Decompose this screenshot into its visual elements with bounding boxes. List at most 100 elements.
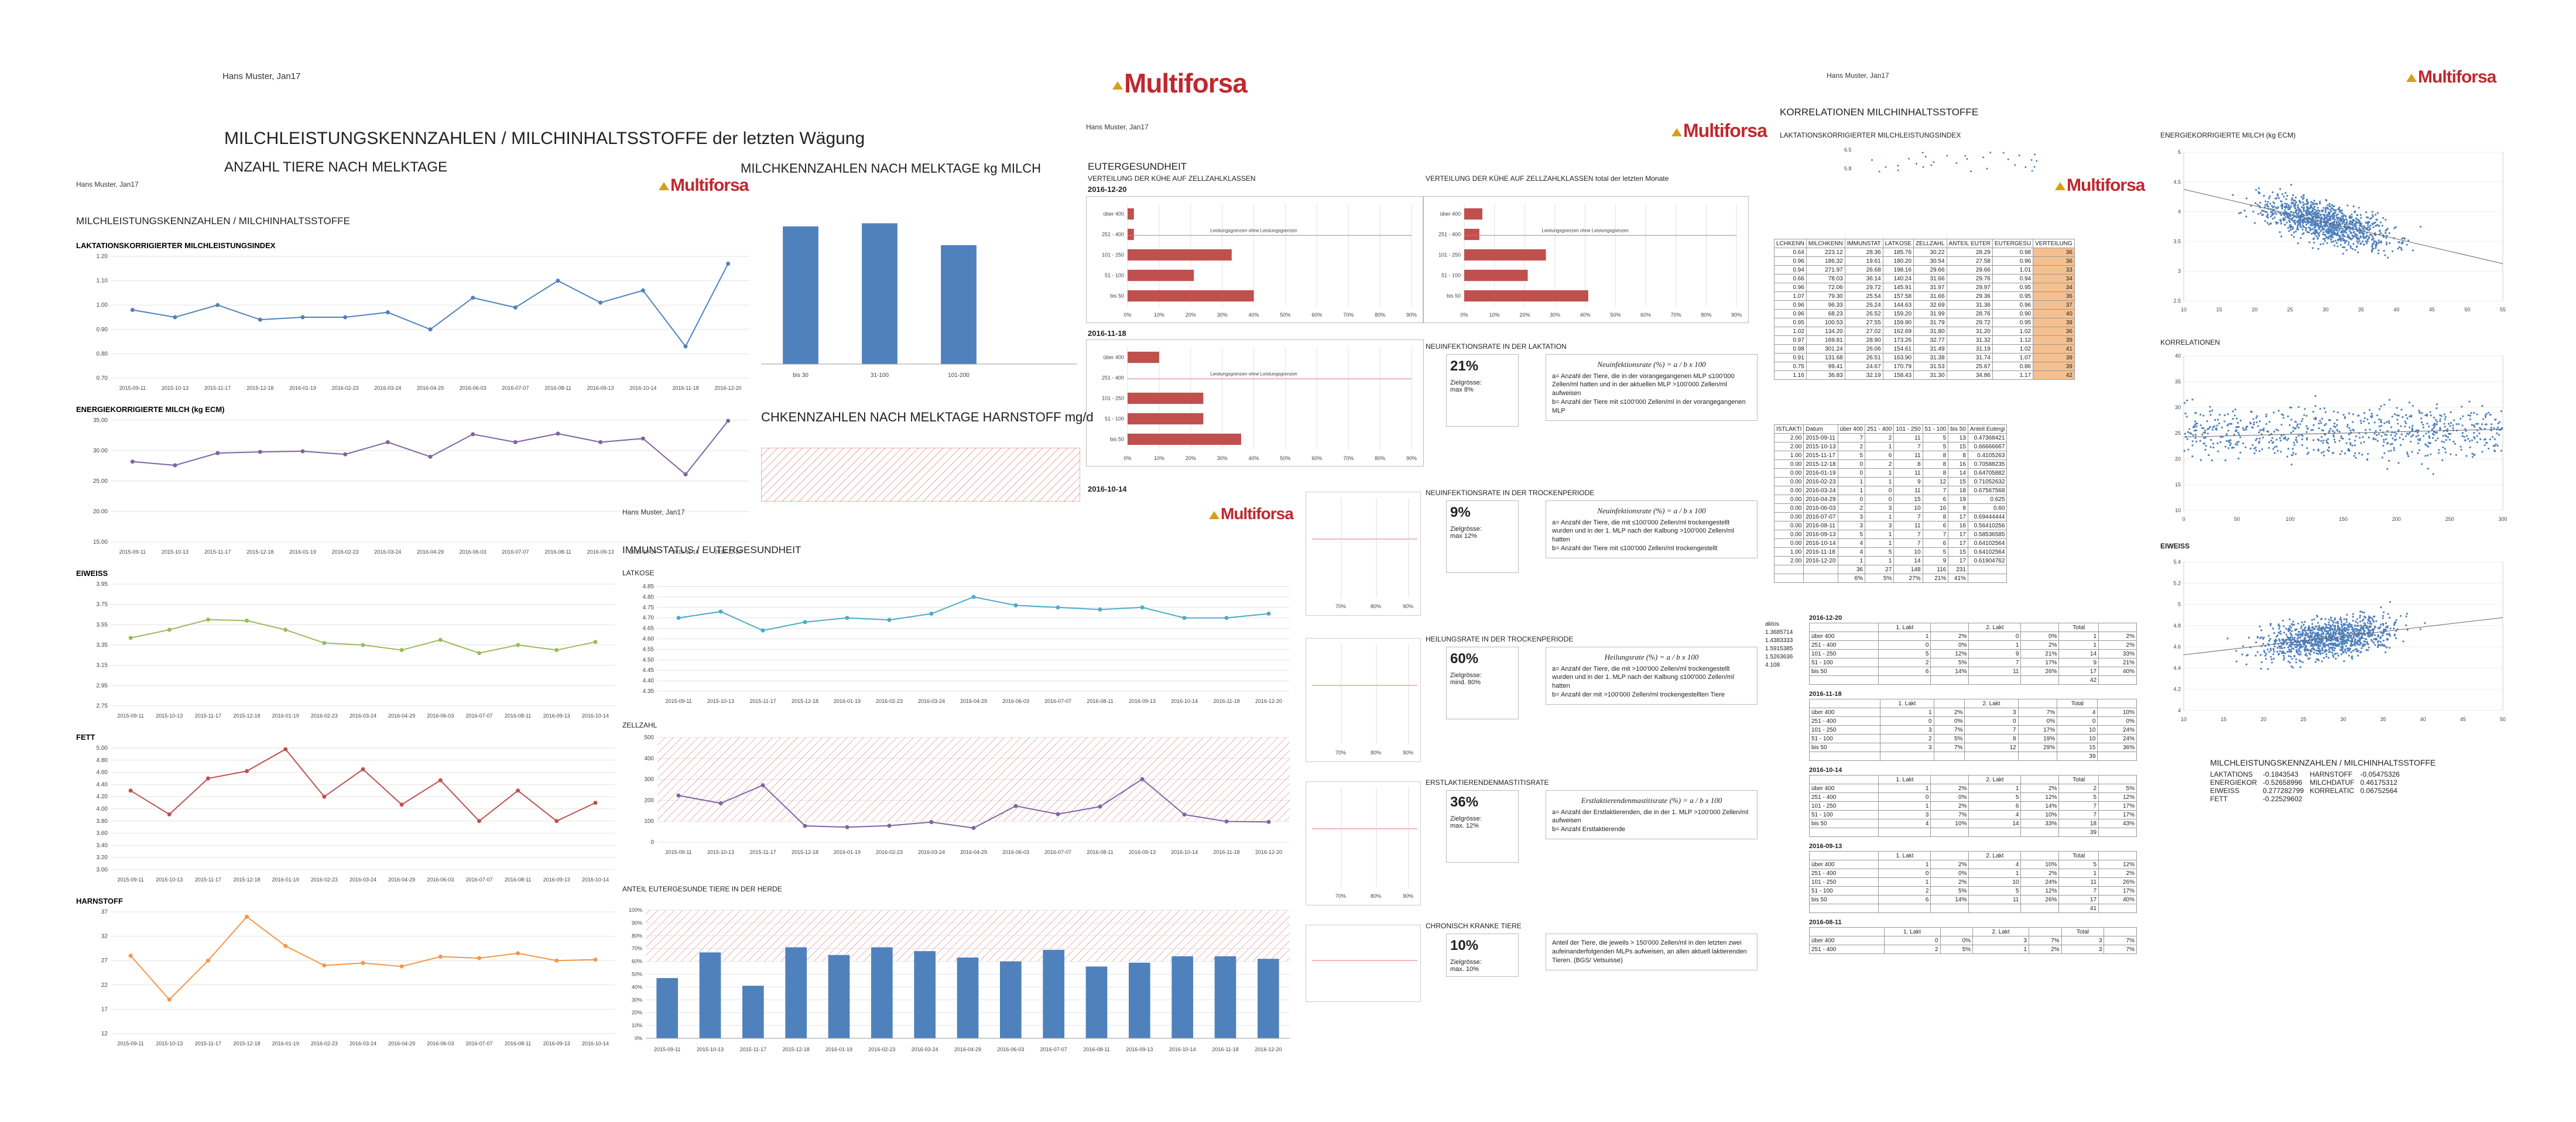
- table-cell: [2017, 752, 2058, 761]
- x-tick-label: 10%: [1154, 312, 1164, 318]
- lakt-block-date: 2016-11-18: [1809, 691, 1842, 698]
- scatter-point: [2355, 236, 2358, 239]
- scatter-point: [2255, 439, 2257, 441]
- y-tick-label: 3: [2178, 268, 2181, 274]
- table-cell: 51 - 100: [1808, 734, 1881, 743]
- scatter-point: [2347, 234, 2349, 236]
- scatter-point: [2296, 226, 2299, 228]
- scatter-point: [2345, 442, 2348, 444]
- scatter-point: [2485, 413, 2488, 415]
- x-tick-label: 2016-02-23: [876, 849, 903, 855]
- scatter-point: [2342, 238, 2344, 240]
- scatter-point: [2361, 647, 2363, 650]
- scatter-point: [2291, 624, 2294, 626]
- scatter-point: [2471, 439, 2474, 441]
- scatter-point: [2334, 637, 2337, 639]
- scatter-point: [2334, 626, 2337, 628]
- x-tick-label: 40%: [1249, 312, 1259, 318]
- scatter-point: [2306, 447, 2308, 450]
- x-tick-label: 2016-11-18: [672, 549, 698, 555]
- scatter-point: [2417, 429, 2420, 431]
- table-cell: 29.66: [1946, 265, 1993, 275]
- scatter-point: [2280, 200, 2283, 203]
- table-cell: 10: [1968, 877, 2022, 887]
- scatter-point: [2274, 221, 2277, 224]
- table-cell: 25.54: [1844, 291, 1883, 301]
- column-header: [2017, 699, 2058, 708]
- scatter-point: [2296, 649, 2298, 651]
- table-cell: 0.64102564: [1967, 538, 2008, 548]
- scatter-point: [2346, 613, 2348, 616]
- table-cell: 34.86: [1946, 370, 1993, 380]
- kpi-formula-box: Anteil der Tiere, die jeweils > 150'000 …: [1546, 934, 1758, 970]
- scatter-point: [2397, 414, 2400, 417]
- scatter-point: [2320, 440, 2322, 442]
- scatter-point: [2253, 421, 2255, 424]
- table-cell: 1: [1878, 877, 1931, 887]
- scatter-point: [2255, 641, 2258, 644]
- scatter-point: [2286, 203, 2289, 205]
- zellklassen-bar-chart-2: 0% 10% 20% 30% 40% 50% 60% 70% 80% 90%über 400251…: [1102, 347, 1417, 461]
- scatter-point: [2327, 218, 2330, 220]
- scatter-point: [2264, 220, 2266, 222]
- scatter-point: [2369, 620, 2372, 623]
- table-cell: 0.69444444: [1967, 512, 2008, 521]
- scatter-point: [2406, 243, 2408, 246]
- scatter-point: [2358, 220, 2361, 222]
- scatter-point: [2321, 229, 2323, 231]
- scatter-point: [2379, 221, 2382, 224]
- lakt-block-table: 1. Lakt 2. Lakt Total über 400 1 2% 0 0% 1 2% 251 …: [1808, 623, 2137, 685]
- scatter-point: [2351, 444, 2354, 447]
- scatter-point: [2268, 197, 2270, 200]
- svg-text:80%: 80%: [1371, 603, 1381, 609]
- table-cell: 170.79: [1882, 362, 1914, 371]
- scatter-point: [2268, 421, 2271, 423]
- data-point: [554, 819, 559, 824]
- column-header: Datum: [1803, 424, 1838, 434]
- table-row: bis 50 6 14% 11 26% 17 40%: [1808, 895, 2137, 904]
- scatter-point: [2389, 627, 2392, 630]
- scatter-point: [2378, 426, 2380, 428]
- scatter-point: [2194, 412, 2197, 414]
- scatter-point: [2232, 410, 2234, 413]
- scatter-point: [2349, 626, 2351, 628]
- scatter-point: [2320, 216, 2322, 218]
- x-tick-label: 2016-12-20: [1255, 698, 1282, 704]
- data-point: [245, 914, 249, 919]
- scatter-point: [2351, 656, 2353, 658]
- total-row: 41: [1808, 904, 2137, 913]
- scatter-point: [2321, 226, 2324, 228]
- scatter-point: [2381, 644, 2383, 647]
- scatter-point: [2322, 643, 2325, 646]
- scatter-point: [2282, 193, 2284, 195]
- x-tick-label: 2016-12-20: [715, 385, 742, 391]
- y-tick-label: 4.45: [643, 667, 655, 674]
- scatter-point: [2386, 234, 2388, 237]
- scatter-point: [2287, 437, 2290, 440]
- scatter-point: [2371, 217, 2373, 219]
- table-cell: 17%: [2020, 658, 2060, 667]
- scatter-point: [2318, 422, 2320, 425]
- scatter-point: [2256, 437, 2258, 440]
- scatter-point: [2303, 221, 2306, 223]
- scatter-point: [2298, 427, 2300, 429]
- scatter-point: [2286, 455, 2289, 458]
- scatter-point: [2256, 651, 2259, 653]
- scatter-point: [1921, 152, 1924, 154]
- scatter-point: [2420, 421, 2423, 424]
- table-cell: 0%: [1930, 869, 1969, 878]
- scatter-point: [2250, 411, 2253, 413]
- scatter-point: [2372, 238, 2374, 241]
- scatter-point: [2476, 413, 2478, 416]
- scatter-point: [2419, 628, 2421, 630]
- scatter-point: [2269, 203, 2272, 205]
- y-tick-label: 35: [2175, 379, 2181, 385]
- data-point: [513, 440, 518, 444]
- scatter-point: [2344, 416, 2347, 418]
- x-tick-label: 2016-08-11: [1087, 698, 1113, 704]
- table-cell: 0.47368421: [1967, 433, 2008, 442]
- scatter-point: [2218, 422, 2221, 425]
- scatter-point: [2263, 206, 2266, 208]
- scatter-point: [2310, 201, 2313, 203]
- scatter-point: [2321, 652, 2324, 654]
